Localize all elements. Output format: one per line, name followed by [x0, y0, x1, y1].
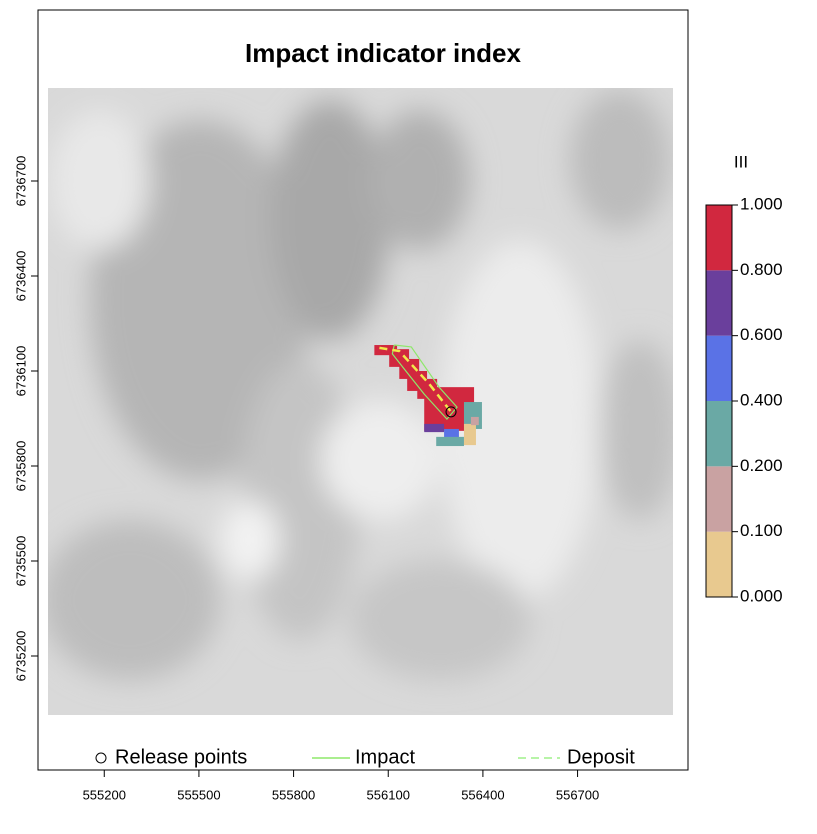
x-tick-label: 555200 — [83, 787, 126, 802]
map-figure: Impact indicator index 555200 555500 55580… — [0, 0, 817, 834]
legend-tick-label: 0.400 — [740, 390, 783, 409]
impact-cell — [464, 424, 476, 445]
legend-tick-label: 1.000 — [740, 194, 783, 213]
legend-swatch — [706, 466, 732, 531]
x-tick-label: 556400 — [461, 787, 504, 802]
legend-swatch — [706, 270, 732, 335]
impact-cell — [471, 417, 479, 425]
legend-tick-label: 0.200 — [740, 456, 783, 475]
legend-release-label: Release points — [115, 746, 247, 768]
legend-swatch — [706, 205, 732, 270]
y-tick-label: 6735500 — [13, 536, 28, 587]
y-tick-label: 6736400 — [13, 251, 28, 302]
legend-deposit-label: Deposit — [567, 746, 635, 768]
map-title: Impact indicator index — [245, 38, 521, 68]
legend-tick-label: 0.000 — [740, 586, 783, 605]
legend-tick-label: 0.800 — [740, 260, 783, 279]
y-tick-label: 6736700 — [13, 156, 28, 207]
x-tick-label: 555500 — [177, 787, 220, 802]
legend-swatch — [706, 401, 732, 466]
legend-tick-label: 0.600 — [740, 325, 783, 344]
legend-tick-label: 0.100 — [740, 521, 783, 540]
impact-cell — [424, 424, 444, 432]
terrain-raster — [40, 88, 680, 715]
y-tick-label: 6735200 — [13, 631, 28, 682]
impact-cell — [436, 437, 464, 446]
legend-title: III — [734, 152, 748, 171]
y-tick-label: 6736100 — [13, 346, 28, 397]
legend-swatch — [706, 336, 732, 401]
x-tick-label: 556700 — [556, 787, 599, 802]
legend-swatch — [706, 532, 732, 597]
legend-impact-label: Impact — [355, 746, 415, 768]
x-tick-label: 556100 — [367, 787, 410, 802]
y-tick-label: 6735800 — [13, 441, 28, 492]
x-tick-label: 555800 — [272, 787, 315, 802]
